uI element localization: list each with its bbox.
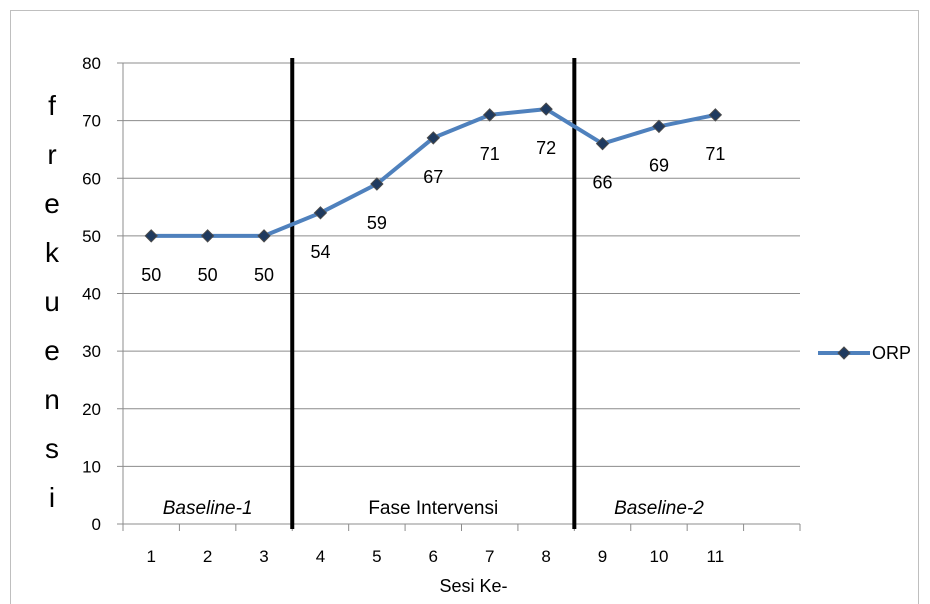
x-tick-label: 11 [707,547,725,566]
x-tick-label: 7 [485,547,494,566]
x-tick-label: 8 [541,547,550,566]
data-point [370,177,384,191]
y-axis-title-letter: u [44,286,60,317]
data-point [144,229,158,243]
data-point [426,131,440,145]
data-label: 71 [480,144,500,164]
phase-label: Fase Intervensi [368,498,498,519]
data-point [708,108,723,122]
y-tick-label: 60 [82,169,101,188]
data-label: 71 [705,144,725,164]
x-tick-label: 5 [372,547,381,566]
data-point [595,136,610,151]
y-axis-title-letter: e [44,335,60,366]
data-label: 67 [423,167,443,187]
y-axis-title-letter: i [49,482,55,513]
x-tick-label: 3 [259,547,268,566]
chart-frame [10,10,919,604]
data-point [257,229,271,243]
y-tick-label: 0 [92,515,101,534]
y-tick-label: 50 [82,227,101,246]
data-label: 50 [254,265,274,285]
x-axis-title: Sesi Ke- [439,576,507,596]
x-tick-label: 10 [649,547,668,566]
y-axis-title-letter: f [48,90,56,121]
data-label: 50 [141,265,161,285]
x-tick-label: 6 [429,547,438,566]
phase-label: Baseline-1 [163,498,253,519]
data-label: 54 [310,242,330,262]
y-axis-title-letter: n [44,384,60,415]
y-tick-label: 10 [82,457,101,476]
data-label: 69 [649,155,669,175]
data-point [652,119,666,134]
x-tick-label: 1 [146,547,155,566]
data-point [483,108,497,122]
data-point [539,102,553,116]
x-tick-label: 2 [203,547,212,566]
y-tick-label: 70 [82,112,101,131]
y-tick-label: 30 [82,342,101,361]
y-tick-label: 20 [82,400,101,419]
y-tick-label: 40 [82,285,101,304]
y-axis-title-letter: s [45,433,59,464]
y-axis-title-letter: e [44,188,60,219]
data-label: 66 [593,173,613,193]
x-tick-label: 9 [598,547,607,566]
data-point [313,206,328,220]
y-axis-title-letter: r [47,139,56,170]
y-tick-label: 80 [82,54,101,73]
data-label: 59 [367,213,387,233]
legend-label: ORP [872,343,911,363]
legend-marker [837,346,851,360]
data-point [200,229,215,243]
data-label: 50 [198,265,218,285]
x-tick-label: 4 [316,547,325,566]
data-label: 72 [536,138,556,158]
y-axis-title-letter: k [45,237,60,268]
phase-label: Baseline-2 [614,498,704,519]
